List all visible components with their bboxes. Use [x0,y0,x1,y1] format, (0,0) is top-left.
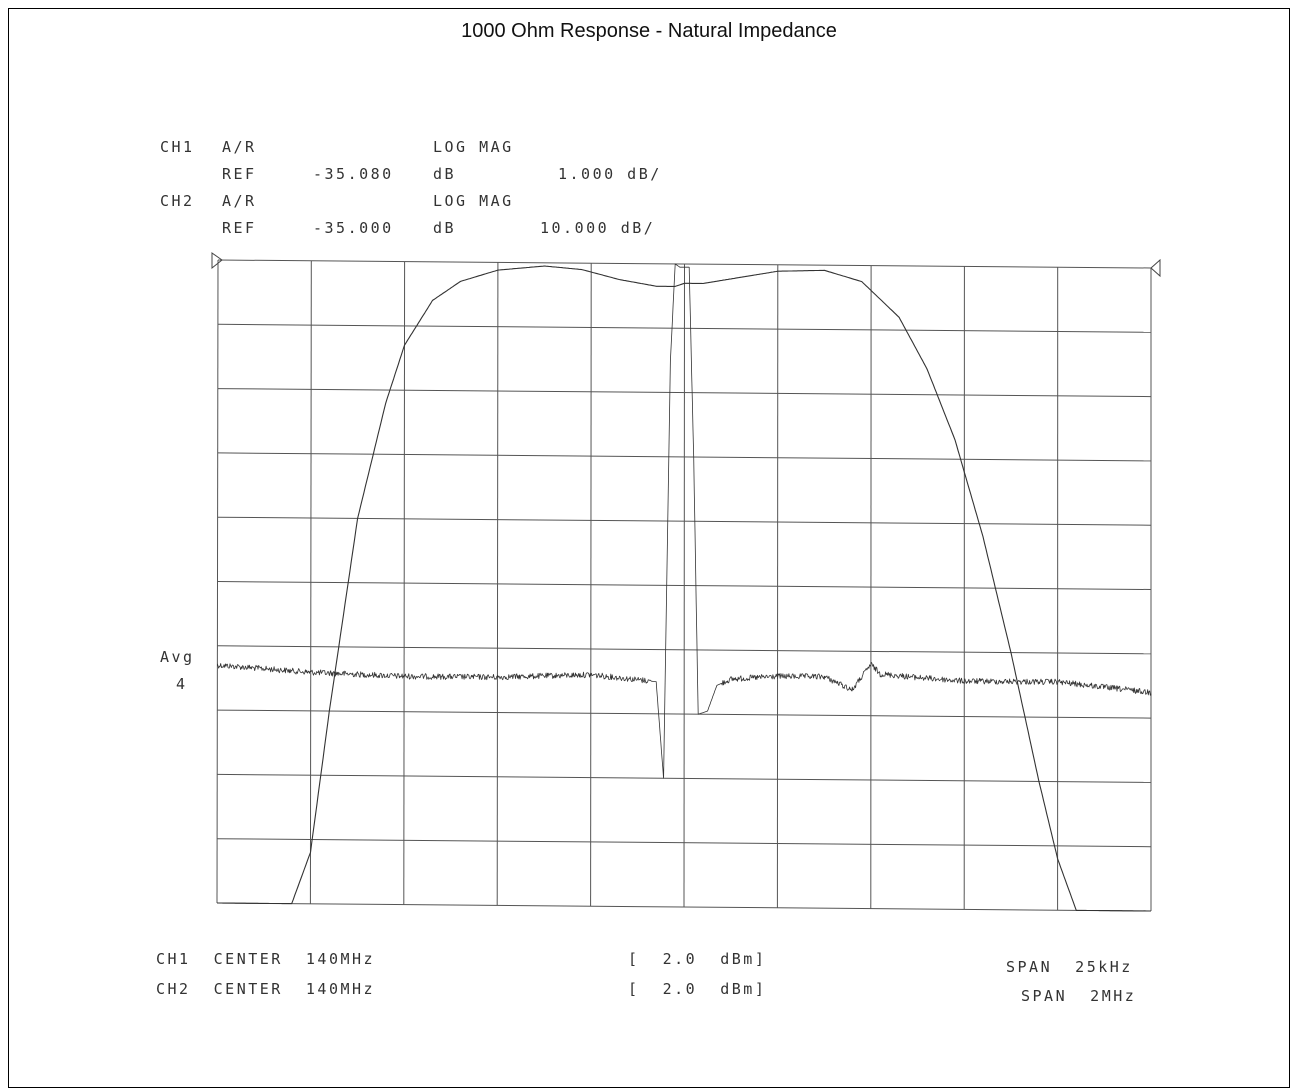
right-reference-marker [1151,260,1160,276]
grid [217,260,1151,911]
